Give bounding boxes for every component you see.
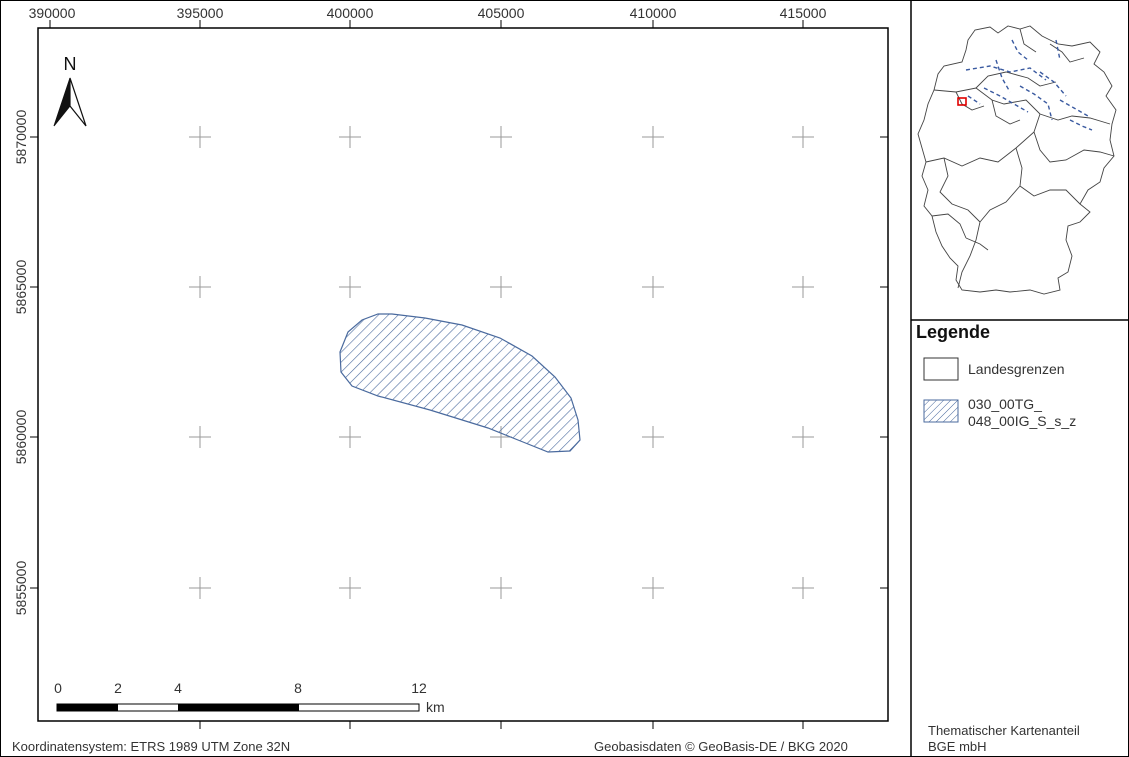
legend-item-landesgrenzen: Landesgrenzen [968, 361, 1065, 377]
x-tick-label: 390000 [29, 5, 76, 21]
legend-swatch-hatched [923, 399, 959, 423]
inset-location-marker [957, 97, 967, 106]
y-tick-label: 5865000 [13, 260, 29, 315]
crs-note: Koordinatensystem: ETRS 1989 UTM Zone 32… [12, 739, 291, 754]
y-tick-label: 5855000 [13, 561, 29, 616]
north-arrow-icon [53, 77, 87, 127]
x-tick-label: 405000 [478, 5, 525, 21]
y-ticks-right [880, 136, 888, 589]
x-ticks-bottom [199, 721, 804, 729]
legend-item-hatched-line1: 030_00TG_ [968, 396, 1042, 412]
inset-water-lines [965, 39, 1093, 131]
legend-item-hatched-line2: 048_00IG_S_s_z [968, 413, 1077, 429]
legend-title: Legende [916, 322, 991, 342]
scale-bar [56, 703, 420, 712]
north-label: N [64, 54, 77, 74]
legend-swatch-landesgrenzen [923, 357, 959, 381]
scale-unit: km [426, 699, 445, 715]
scale-label: 8 [294, 680, 302, 696]
hatched-area [339, 313, 581, 453]
x-tick-label: 400000 [327, 5, 374, 21]
scale-label: 4 [174, 680, 182, 696]
y-tick-label: 5860000 [13, 410, 29, 465]
credit-line-1: Thematischer Kartenanteil [928, 723, 1080, 738]
credit-line-2: BGE mbH [928, 739, 987, 754]
y-tick-label: 5870000 [13, 110, 29, 165]
x-tick-label: 395000 [177, 5, 224, 21]
x-tick-label: 410000 [630, 5, 677, 21]
x-ticks-top [49, 20, 804, 28]
grid-crosses [189, 126, 814, 599]
scale-label: 12 [411, 680, 427, 696]
x-tick-label: 415000 [780, 5, 827, 21]
inset-overview-map [917, 25, 1117, 295]
source-note: Geobasisdaten © GeoBasis-DE / BKG 2020 [594, 739, 848, 754]
y-ticks-left [30, 136, 38, 589]
scale-label: 2 [114, 680, 122, 696]
scale-label: 0 [54, 680, 62, 696]
